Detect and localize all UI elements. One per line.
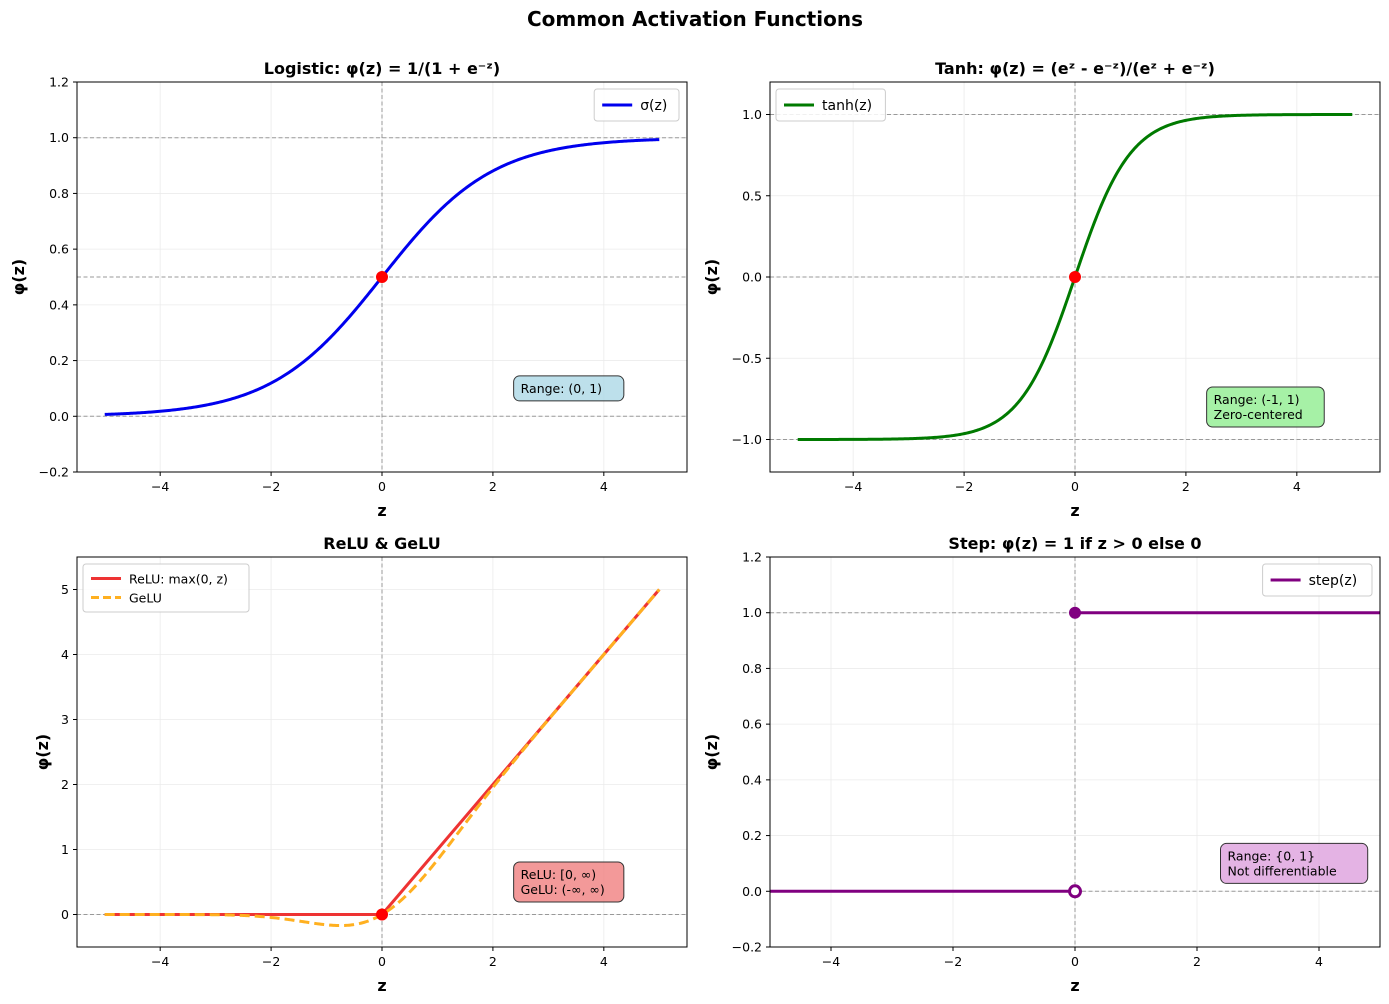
range-annotation: Range: (0, 1) — [513, 375, 625, 402]
annotation-box — [513, 375, 625, 402]
legend: σ(z) — [593, 88, 680, 122]
range-annotation: Range: {0, 1}Not differentiable — [1220, 842, 1369, 884]
x-tick-label: 2 — [489, 954, 497, 969]
annotation-text: Range: (-1, 1) — [1214, 392, 1300, 407]
highlight-point-marker — [1068, 884, 1082, 899]
legend-box — [1262, 563, 1373, 597]
tanh-panel: Tanh: φ(z) = (eᶻ - e⁻ᶻ)/(eᶻ + e⁻ᶻ) z φ(z… — [702, 59, 1381, 520]
x-tick-label: 4 — [1315, 954, 1323, 969]
legend-box — [775, 88, 886, 122]
y-tick-label: −0.2 — [39, 465, 69, 480]
legend-box — [593, 88, 680, 122]
y-tick-label: 1.2 — [742, 550, 762, 565]
legend: tanh(z) — [775, 88, 886, 122]
annotation-box — [513, 861, 625, 903]
x-tick-label: −4 — [151, 954, 169, 969]
range-annotation: Range: (-1, 1)Zero-centered — [1206, 386, 1325, 428]
y-axis-label: φ(z) — [33, 734, 52, 770]
x-tick-label: −2 — [262, 954, 280, 969]
panel-title: Tanh: φ(z) = (eᶻ - e⁻ᶻ)/(eᶻ + e⁻ᶻ) — [935, 59, 1215, 78]
annotation-box — [1206, 386, 1325, 428]
y-tick-label: 1.0 — [49, 130, 69, 145]
legend: step(z) — [1262, 563, 1373, 597]
y-tick-label: 0.8 — [742, 661, 762, 676]
x-tick-label: −2 — [944, 954, 962, 969]
y-tick-label: 0.2 — [49, 353, 69, 368]
highlight-point-marker — [376, 908, 388, 921]
x-tick-label: 2 — [1193, 954, 1201, 969]
x-tick-label: 0 — [1071, 479, 1079, 494]
x-axis-label: z — [1070, 976, 1079, 995]
x-axis-label: z — [1070, 501, 1079, 520]
y-tick-label: 5 — [61, 582, 69, 597]
legend-label: tanh(z) — [822, 98, 872, 114]
highlight-point-marker — [376, 271, 388, 283]
annotation-text: Range: (0, 1) — [521, 381, 602, 396]
x-axis-label: z — [377, 501, 386, 520]
y-tick-label: 0.0 — [49, 409, 69, 424]
annotation-text: GeLU: (-∞, ∞) — [521, 882, 605, 897]
x-tick-label: −2 — [955, 479, 973, 494]
y-tick-label: 1.0 — [742, 107, 762, 122]
logistic-panel: Logistic: φ(z) = 1/(1 + e⁻ᶻ) z φ(z) −4 −2… — [9, 59, 688, 520]
relu-gelu-panel: ReLU & GeLU z φ(z) −4 −2 0 2 4 0 1 2 3 4 5 ReLU: [0… — [33, 534, 688, 995]
y-axis-label: φ(z) — [702, 734, 721, 770]
x-tick-label: 4 — [600, 954, 608, 969]
x-tick-label: 4 — [1293, 479, 1301, 494]
x-tick-label: −2 — [262, 479, 280, 494]
annotation-text: Range: {0, 1} — [1228, 848, 1316, 863]
y-tick-label: 0.8 — [49, 186, 69, 201]
annotation-box — [1220, 842, 1369, 884]
y-tick-label: −0.2 — [732, 940, 762, 955]
x-tick-label: 2 — [1182, 479, 1190, 494]
y-tick-label: 1.2 — [49, 75, 69, 90]
y-tick-label: 0.0 — [742, 270, 762, 285]
x-tick-label: 0 — [378, 954, 386, 969]
x-tick-label: 4 — [600, 479, 608, 494]
y-tick-label: 0.0 — [742, 884, 762, 899]
y-tick-label: −1.0 — [732, 432, 762, 447]
annotation-text: ReLU: [0, ∞) — [521, 867, 597, 882]
panel-title: ReLU & GeLU — [323, 534, 440, 553]
y-tick-label: 3 — [61, 712, 69, 727]
annotation-text: Zero-centered — [1214, 407, 1303, 422]
y-tick-label: 1.0 — [742, 605, 762, 620]
highlight-point-marker — [1069, 271, 1081, 283]
legend-label: σ(z) — [640, 98, 667, 114]
x-axis-label: z — [377, 976, 386, 995]
legend-label: step(z) — [1309, 573, 1358, 589]
x-tick-label: −4 — [151, 479, 169, 494]
legend-box — [82, 563, 250, 613]
x-tick-label: −4 — [822, 954, 840, 969]
panel-title: Logistic: φ(z) = 1/(1 + e⁻ᶻ) — [264, 59, 501, 78]
annotation-text: Not differentiable — [1228, 863, 1338, 878]
y-tick-label: 0.5 — [742, 188, 762, 203]
range-annotation: ReLU: [0, ∞)GeLU: (-∞, ∞) — [513, 861, 625, 903]
y-axis-label: φ(z) — [702, 259, 721, 295]
y-tick-label: 0.6 — [742, 717, 762, 732]
legend: ReLU: max(0, z) GeLU — [82, 563, 250, 613]
y-tick-label: 4 — [61, 647, 69, 662]
y-tick-label: 0.6 — [49, 242, 69, 257]
y-axis-label: φ(z) — [9, 259, 28, 295]
y-tick-label: 0.4 — [742, 772, 762, 787]
plot-area — [770, 557, 1380, 947]
x-tick-label: 0 — [1071, 954, 1079, 969]
panel-title: Step: φ(z) = 1 if z > 0 else 0 — [948, 534, 1201, 553]
y-tick-label: 0.2 — [742, 828, 762, 843]
x-tick-label: −4 — [844, 479, 862, 494]
y-tick-label: 2 — [61, 777, 69, 792]
figure-title: Common Activation Functions — [527, 7, 863, 31]
x-tick-label: 0 — [378, 479, 386, 494]
legend-label: ReLU: max(0, z) — [129, 572, 228, 587]
step-panel: Step: φ(z) = 1 if z > 0 else 0 z φ(z) −4… — [702, 534, 1381, 995]
y-tick-label: 0.4 — [49, 297, 69, 312]
x-tick-label: 2 — [489, 479, 497, 494]
y-tick-label: 0 — [61, 907, 69, 922]
highlight-point-marker — [1069, 606, 1081, 619]
y-tick-label: 1 — [61, 842, 69, 857]
legend-label: GeLU — [129, 591, 162, 606]
y-tick-label: −0.5 — [732, 351, 762, 366]
